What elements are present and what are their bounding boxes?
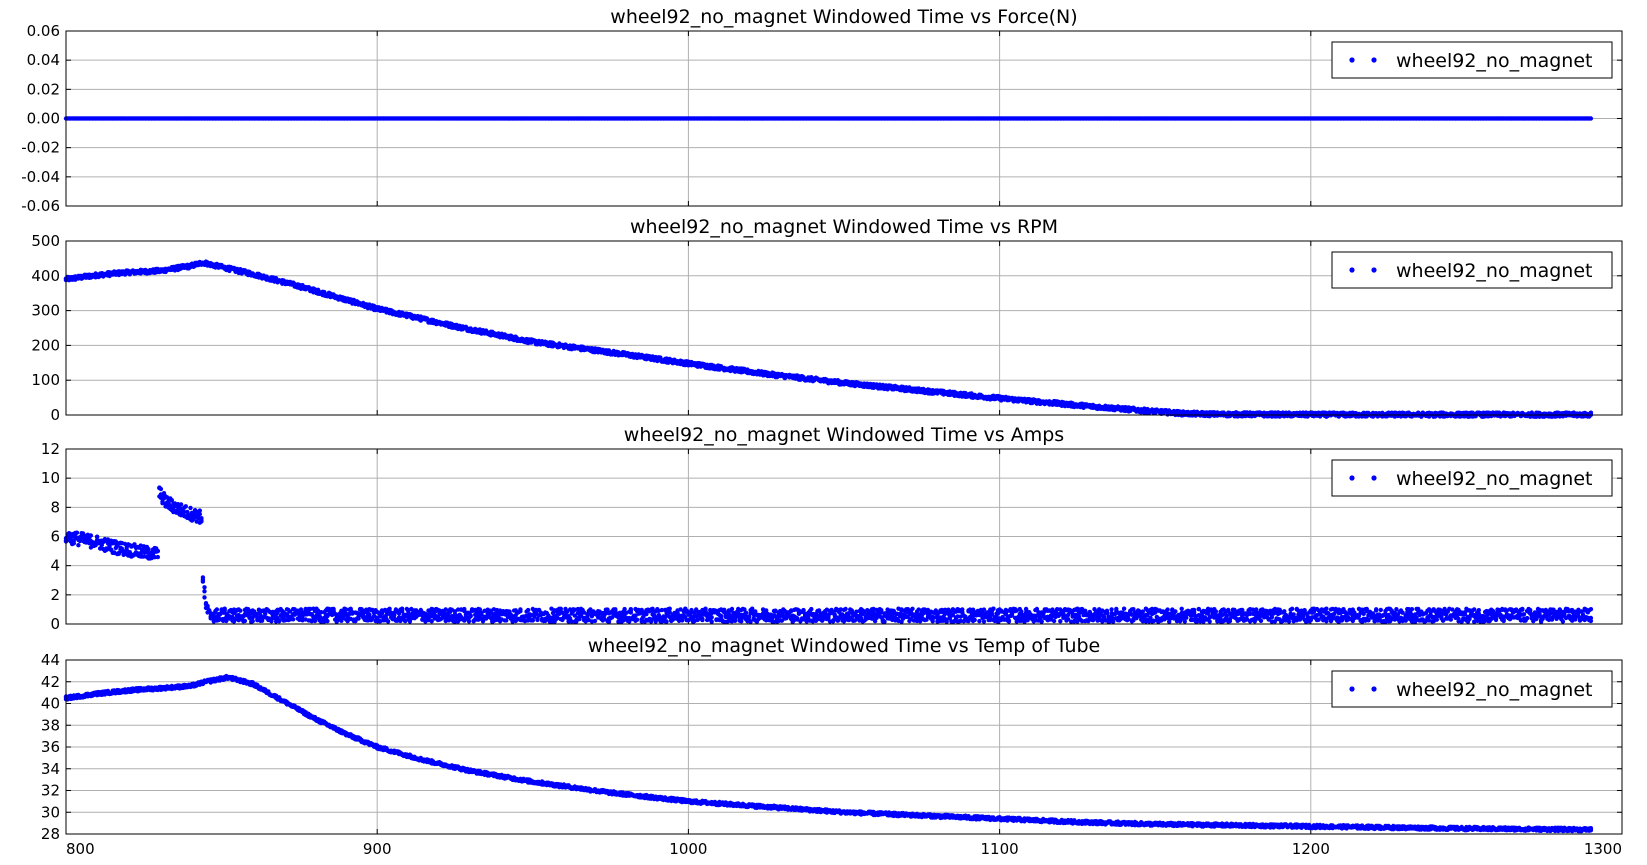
series-points (63, 116, 1594, 121)
data-point (385, 619, 391, 624)
legend-marker (1371, 57, 1377, 63)
chart-title: wheel92_no_magnet Windowed Time vs Amps (624, 424, 1064, 446)
data-point (188, 505, 193, 511)
legend-marker (1371, 267, 1377, 273)
data-point (238, 608, 243, 613)
y-tick-label: 300 (31, 302, 60, 320)
data-point (76, 543, 81, 548)
data-point (1588, 410, 1594, 416)
y-tick-label: -0.04 (21, 168, 60, 186)
y-tick-label: 0 (50, 615, 60, 633)
data-point (200, 575, 206, 580)
y-tick-label: 500 (31, 232, 60, 250)
data-point (367, 612, 372, 617)
legend: wheel92_no_magnet (1331, 41, 1613, 79)
data-point (214, 607, 220, 612)
data-point (291, 617, 296, 622)
y-tick-label: 0.00 (27, 110, 60, 128)
data-point (202, 585, 207, 590)
data-point (178, 502, 184, 507)
chart-title: wheel92_no_magnet Windowed Time vs RPM (630, 216, 1058, 238)
data-point (468, 613, 473, 619)
y-tick-label: 6 (50, 528, 60, 546)
y-tick-label: 0 (50, 406, 60, 424)
data-point (158, 486, 164, 492)
y-tick-label: 0.04 (27, 51, 60, 69)
chart-panel-1: wheel92_no_magnet Windowed Time vs Force… (21, 6, 1623, 215)
y-tick-label: -0.02 (21, 139, 60, 157)
y-tick-label: 4 (50, 557, 60, 575)
y-tick-label: 0.06 (27, 22, 60, 40)
data-point (155, 548, 160, 554)
data-point (1588, 116, 1594, 121)
chart-panel-3: wheel92_no_magnet Windowed Time vs Amps 0… (41, 424, 1623, 633)
y-tick-label: 0.02 (27, 80, 60, 98)
data-point (222, 606, 227, 611)
y-tick-label: 8 (50, 498, 60, 516)
data-point (94, 534, 100, 540)
legend-marker (1349, 267, 1355, 273)
data-point (199, 519, 204, 524)
legend-label: wheel92_no_magnet (1396, 50, 1592, 72)
data-point (74, 530, 80, 535)
data-point (466, 619, 472, 624)
data-point (197, 508, 202, 513)
y-tick-label: 400 (31, 267, 60, 285)
data-point (525, 607, 531, 613)
data-point (202, 589, 207, 594)
legend-box (1331, 41, 1613, 79)
data-point (462, 606, 467, 612)
y-tick-label: 100 (31, 371, 60, 389)
data-point (155, 554, 160, 560)
y-tick-label: -0.06 (21, 197, 60, 215)
chart-panel-2: wheel92_no_magnet Windowed Time vs RPM 0 1… (31, 216, 1623, 424)
legend: wheel92_no_magnet (1331, 251, 1613, 289)
y-tick-label: 12 (41, 440, 60, 458)
y-tick-label: 2 (50, 586, 60, 604)
data-point (325, 618, 330, 624)
data-point (518, 608, 523, 614)
legend-label: wheel92_no_magnet (1396, 260, 1592, 282)
data-point (242, 618, 248, 624)
data-point (88, 533, 94, 538)
data-point (263, 611, 268, 616)
y-tick-label: 200 (31, 336, 60, 354)
data-point (183, 504, 188, 509)
axes-frame (65, 30, 1623, 207)
data-point (399, 606, 405, 611)
legend-marker (1349, 57, 1355, 63)
chart-title: wheel92_no_magnet Windowed Time vs Force… (610, 6, 1077, 28)
data-point (202, 595, 207, 600)
y-tick-label: 10 (41, 469, 60, 487)
